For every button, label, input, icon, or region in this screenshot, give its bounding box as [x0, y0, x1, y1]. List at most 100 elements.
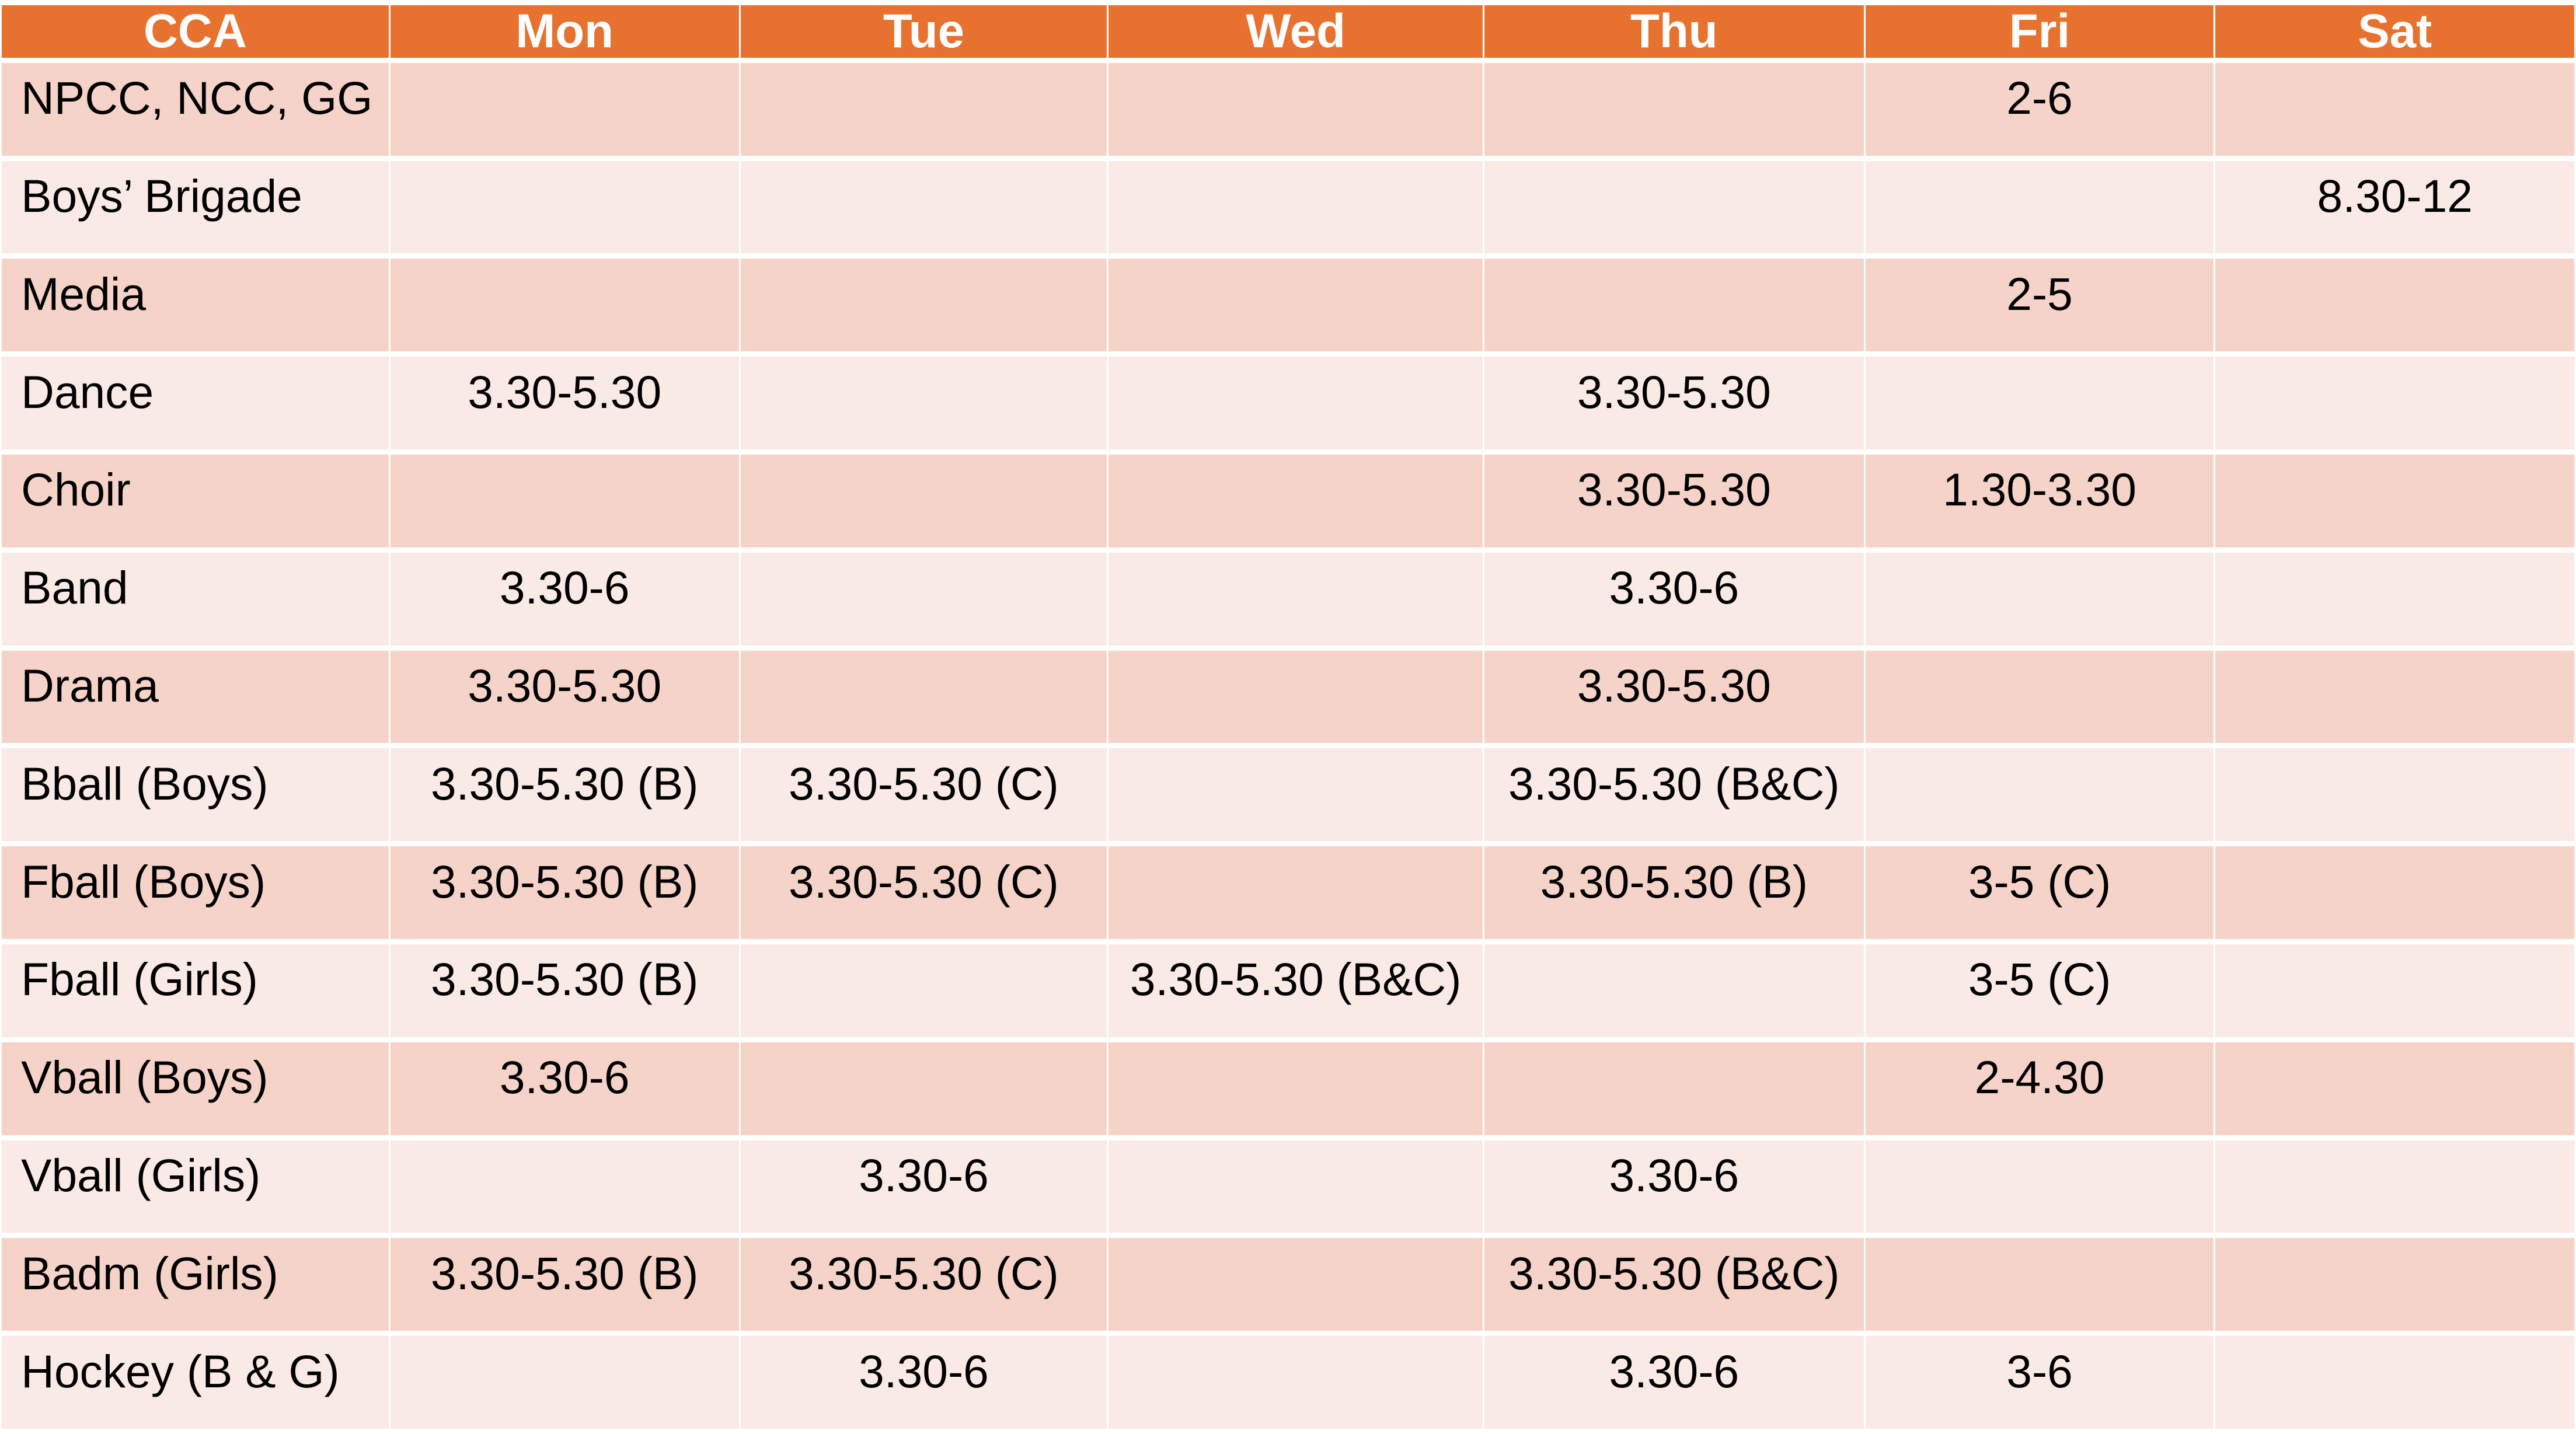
schedule-cell-mon: [390, 62, 739, 156]
schedule-cell-tue: [740, 259, 1107, 352]
table-row-fball-boys: Fball (Boys) 3.30-5.30 (B) 3.30-5.30 (C)…: [2, 846, 2574, 939]
row-label: Media: [2, 259, 389, 352]
schedule-cell-tue: [740, 357, 1107, 449]
row-label: Vball (Girls): [2, 1140, 389, 1233]
schedule-cell-thu: 3.30-6: [1484, 552, 1864, 646]
schedule-cell-thu: [1484, 1042, 1864, 1135]
table-row-dance: Dance 3.30-5.30 3.30-5.30: [2, 357, 2574, 449]
schedule-cell-wed: [1109, 357, 1483, 449]
schedule-cell-tue: 3.30-6: [740, 1336, 1107, 1429]
table-row-media: Media 2-5: [2, 259, 2574, 352]
schedule-cell-sat: [2215, 846, 2574, 939]
row-label: Band: [2, 552, 389, 646]
schedule-cell-sat: [2215, 748, 2574, 842]
schedule-cell-wed: 3.30-5.30 (B&C): [1109, 944, 1483, 1037]
schedule-cell-mon: 3.30-5.30 (B): [390, 846, 739, 939]
schedule-cell-mon: [390, 259, 739, 352]
schedule-cell-fri: 3-6: [1865, 1336, 2214, 1429]
schedule-cell-mon: 3.30-6: [390, 1042, 739, 1135]
schedule-cell-sat: [2215, 944, 2574, 1037]
row-label: Fball (Boys): [2, 846, 389, 939]
schedule-cell-thu: 3.30-5.30 (B): [1484, 846, 1864, 939]
schedule-cell-wed: [1109, 846, 1483, 939]
column-header-fri: Fri: [1865, 5, 2214, 58]
schedule-cell-tue: [740, 454, 1107, 547]
column-header-wed: Wed: [1109, 5, 1483, 58]
schedule-cell-fri: [1865, 650, 2214, 744]
schedule-cell-thu: 3.30-5.30: [1484, 650, 1864, 744]
schedule-cell-thu: [1484, 161, 1864, 254]
schedule-cell-tue: [740, 944, 1107, 1037]
schedule-cell-thu: 3.30-6: [1484, 1140, 1864, 1233]
schedule-cell-mon: [390, 161, 739, 254]
schedule-cell-sat: [2215, 357, 2574, 449]
table-row-boys-brigade: Boys’ Brigade 8.30-12: [2, 161, 2574, 254]
row-label: Boys’ Brigade: [2, 161, 389, 254]
schedule-cell-wed: [1109, 1238, 1483, 1331]
schedule-cell-sat: [2215, 1238, 2574, 1331]
schedule-cell-wed: [1109, 650, 1483, 744]
schedule-cell-wed: [1109, 1042, 1483, 1135]
schedule-cell-sat: [2215, 1042, 2574, 1135]
schedule-cell-mon: 3.30-6: [390, 552, 739, 646]
schedule-cell-wed: [1109, 552, 1483, 646]
schedule-cell-mon: [390, 454, 739, 547]
schedule-cell-sat: [2215, 454, 2574, 547]
row-label: Hockey (B & G): [2, 1336, 389, 1429]
schedule-cell-tue: 3.30-6: [740, 1140, 1107, 1233]
row-label: Drama: [2, 650, 389, 744]
schedule-cell-wed: [1109, 259, 1483, 352]
schedule-cell-tue: [740, 62, 1107, 156]
table-row-drama: Drama 3.30-5.30 3.30-5.30: [2, 650, 2574, 744]
table-row-vball-boys: Vball (Boys) 3.30-6 2-4.30: [2, 1042, 2574, 1135]
schedule-cell-thu: 3.30-5.30: [1484, 454, 1864, 547]
row-label: Choir: [2, 454, 389, 547]
schedule-cell-tue: [740, 1042, 1107, 1135]
schedule-cell-fri: 3-5 (C): [1865, 846, 2214, 939]
header-row: CCA Mon Tue Wed Thu Fri Sat: [2, 5, 2574, 58]
column-header-tue: Tue: [740, 5, 1107, 58]
schedule-cell-tue: [740, 161, 1107, 254]
schedule-cell-wed: [1109, 161, 1483, 254]
schedule-cell-wed: [1109, 62, 1483, 156]
schedule-cell-fri: [1865, 552, 2214, 646]
table-row-band: Band 3.30-6 3.30-6: [2, 552, 2574, 646]
row-label: Bball (Boys): [2, 748, 389, 842]
column-header-mon: Mon: [390, 5, 739, 58]
schedule-cell-mon: 3.30-5.30 (B): [390, 944, 739, 1037]
schedule-cell-mon: 3.30-5.30 (B): [390, 748, 739, 842]
row-label: NPCC, NCC, GG: [2, 62, 389, 156]
schedule-cell-thu: 3.30-5.30: [1484, 357, 1864, 449]
schedule-cell-mon: 3.30-5.30: [390, 357, 739, 449]
schedule-cell-thu: 3.30-6: [1484, 1336, 1864, 1429]
schedule-cell-sat: [2215, 1336, 2574, 1429]
schedule-cell-thu: 3.30-5.30 (B&C): [1484, 748, 1864, 842]
schedule-cell-thu: [1484, 944, 1864, 1037]
table-row-hockey: Hockey (B & G) 3.30-6 3.30-6 3-6: [2, 1336, 2574, 1429]
schedule-cell-fri: 2-5: [1865, 259, 2214, 352]
schedule-cell-fri: 2-4.30: [1865, 1042, 2214, 1135]
schedule-cell-wed: [1109, 454, 1483, 547]
schedule-cell-sat: [2215, 1140, 2574, 1233]
schedule-cell-mon: 3.30-5.30: [390, 650, 739, 744]
column-header-cca: CCA: [2, 5, 389, 58]
schedule-cell-sat: [2215, 650, 2574, 744]
column-header-thu: Thu: [1484, 5, 1864, 58]
schedule-cell-mon: [390, 1140, 739, 1233]
schedule-cell-thu: 3.30-5.30 (B&C): [1484, 1238, 1864, 1331]
row-label: Dance: [2, 357, 389, 449]
schedule-cell-thu: [1484, 62, 1864, 156]
schedule-cell-fri: [1865, 1140, 2214, 1233]
row-label: Badm (Girls): [2, 1238, 389, 1331]
schedule-cell-tue: [740, 552, 1107, 646]
schedule-cell-sat: [2215, 259, 2574, 352]
table-row-vball-girls: Vball (Girls) 3.30-6 3.30-6: [2, 1140, 2574, 1233]
schedule-cell-tue: 3.30-5.30 (C): [740, 846, 1107, 939]
schedule-cell-fri: 1.30-3.30: [1865, 454, 2214, 547]
schedule-cell-thu: [1484, 259, 1864, 352]
schedule-cell-sat: [2215, 552, 2574, 646]
schedule-cell-tue: 3.30-5.30 (C): [740, 748, 1107, 842]
table-row-bball-boys: Bball (Boys) 3.30-5.30 (B) 3.30-5.30 (C)…: [2, 748, 2574, 842]
